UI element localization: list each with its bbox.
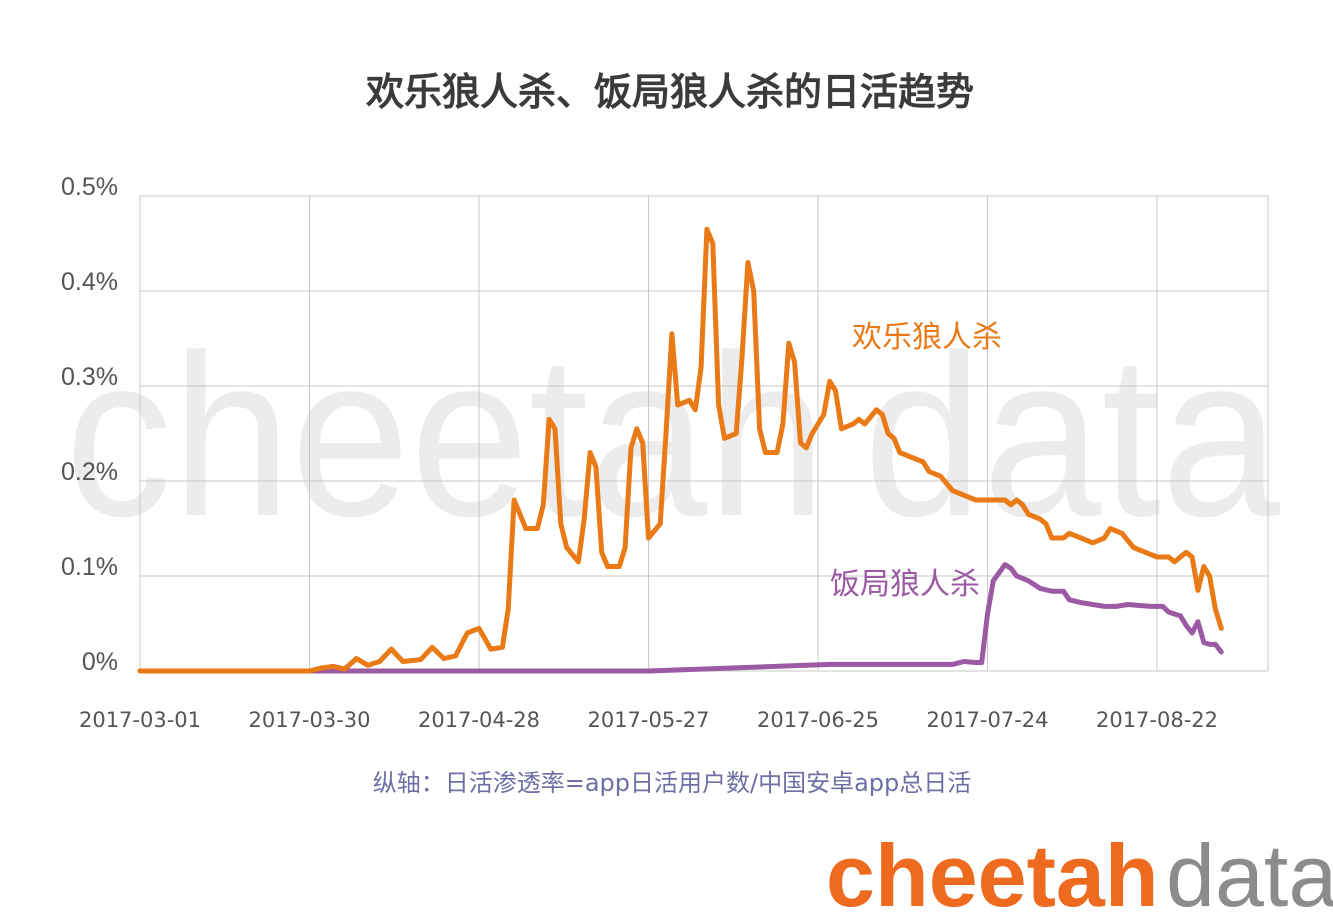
y-tick-label: 0.3% xyxy=(61,363,118,391)
x-tick-label: 2017-07-24 xyxy=(926,708,1048,732)
chart-title: 欢乐狼人杀、饭局狼人杀的日活趋势 xyxy=(365,70,974,114)
watermark-part2: data xyxy=(864,307,1280,564)
y-tick-label: 0% xyxy=(82,648,118,676)
axis-note: 纵轴：日活渗透率=app日活用户数/中国安卓app总日活 xyxy=(373,769,972,797)
series-line-huanle xyxy=(137,226,1224,674)
series-label-fanju: 饭局狼人杀 xyxy=(830,567,980,602)
series xyxy=(137,226,1224,674)
watermark-part1: cheetah xyxy=(65,307,826,564)
series-label-huanle: 欢乐狼人杀 xyxy=(852,320,1002,355)
logo-part2: data xyxy=(1166,826,1333,917)
logo-part1: cheetah xyxy=(826,826,1159,917)
x-tick-label: 2017-03-30 xyxy=(248,708,370,732)
y-tick-label: 0.4% xyxy=(61,268,118,296)
x-tick-label: 2017-05-27 xyxy=(587,708,709,732)
x-tick-label: 2017-04-28 xyxy=(418,708,540,732)
x-tick-label: 2017-06-25 xyxy=(757,708,879,732)
series-line-fanju xyxy=(137,562,1224,674)
axes: 0% 0.1% 0.2% 0.3% 0.4% 0.5% 2017-03-01 2017-03-… xyxy=(61,173,1218,732)
y-tick-label: 0.2% xyxy=(61,458,118,486)
y-tick-label: 0.1% xyxy=(61,553,118,581)
x-tick-label: 2017-03-01 xyxy=(79,708,201,732)
y-tick-label: 0.5% xyxy=(61,173,118,201)
brand-logo: cheetah data xyxy=(826,826,1333,917)
grid xyxy=(139,195,1269,672)
x-tick-label: 2017-08-22 xyxy=(1096,708,1218,732)
